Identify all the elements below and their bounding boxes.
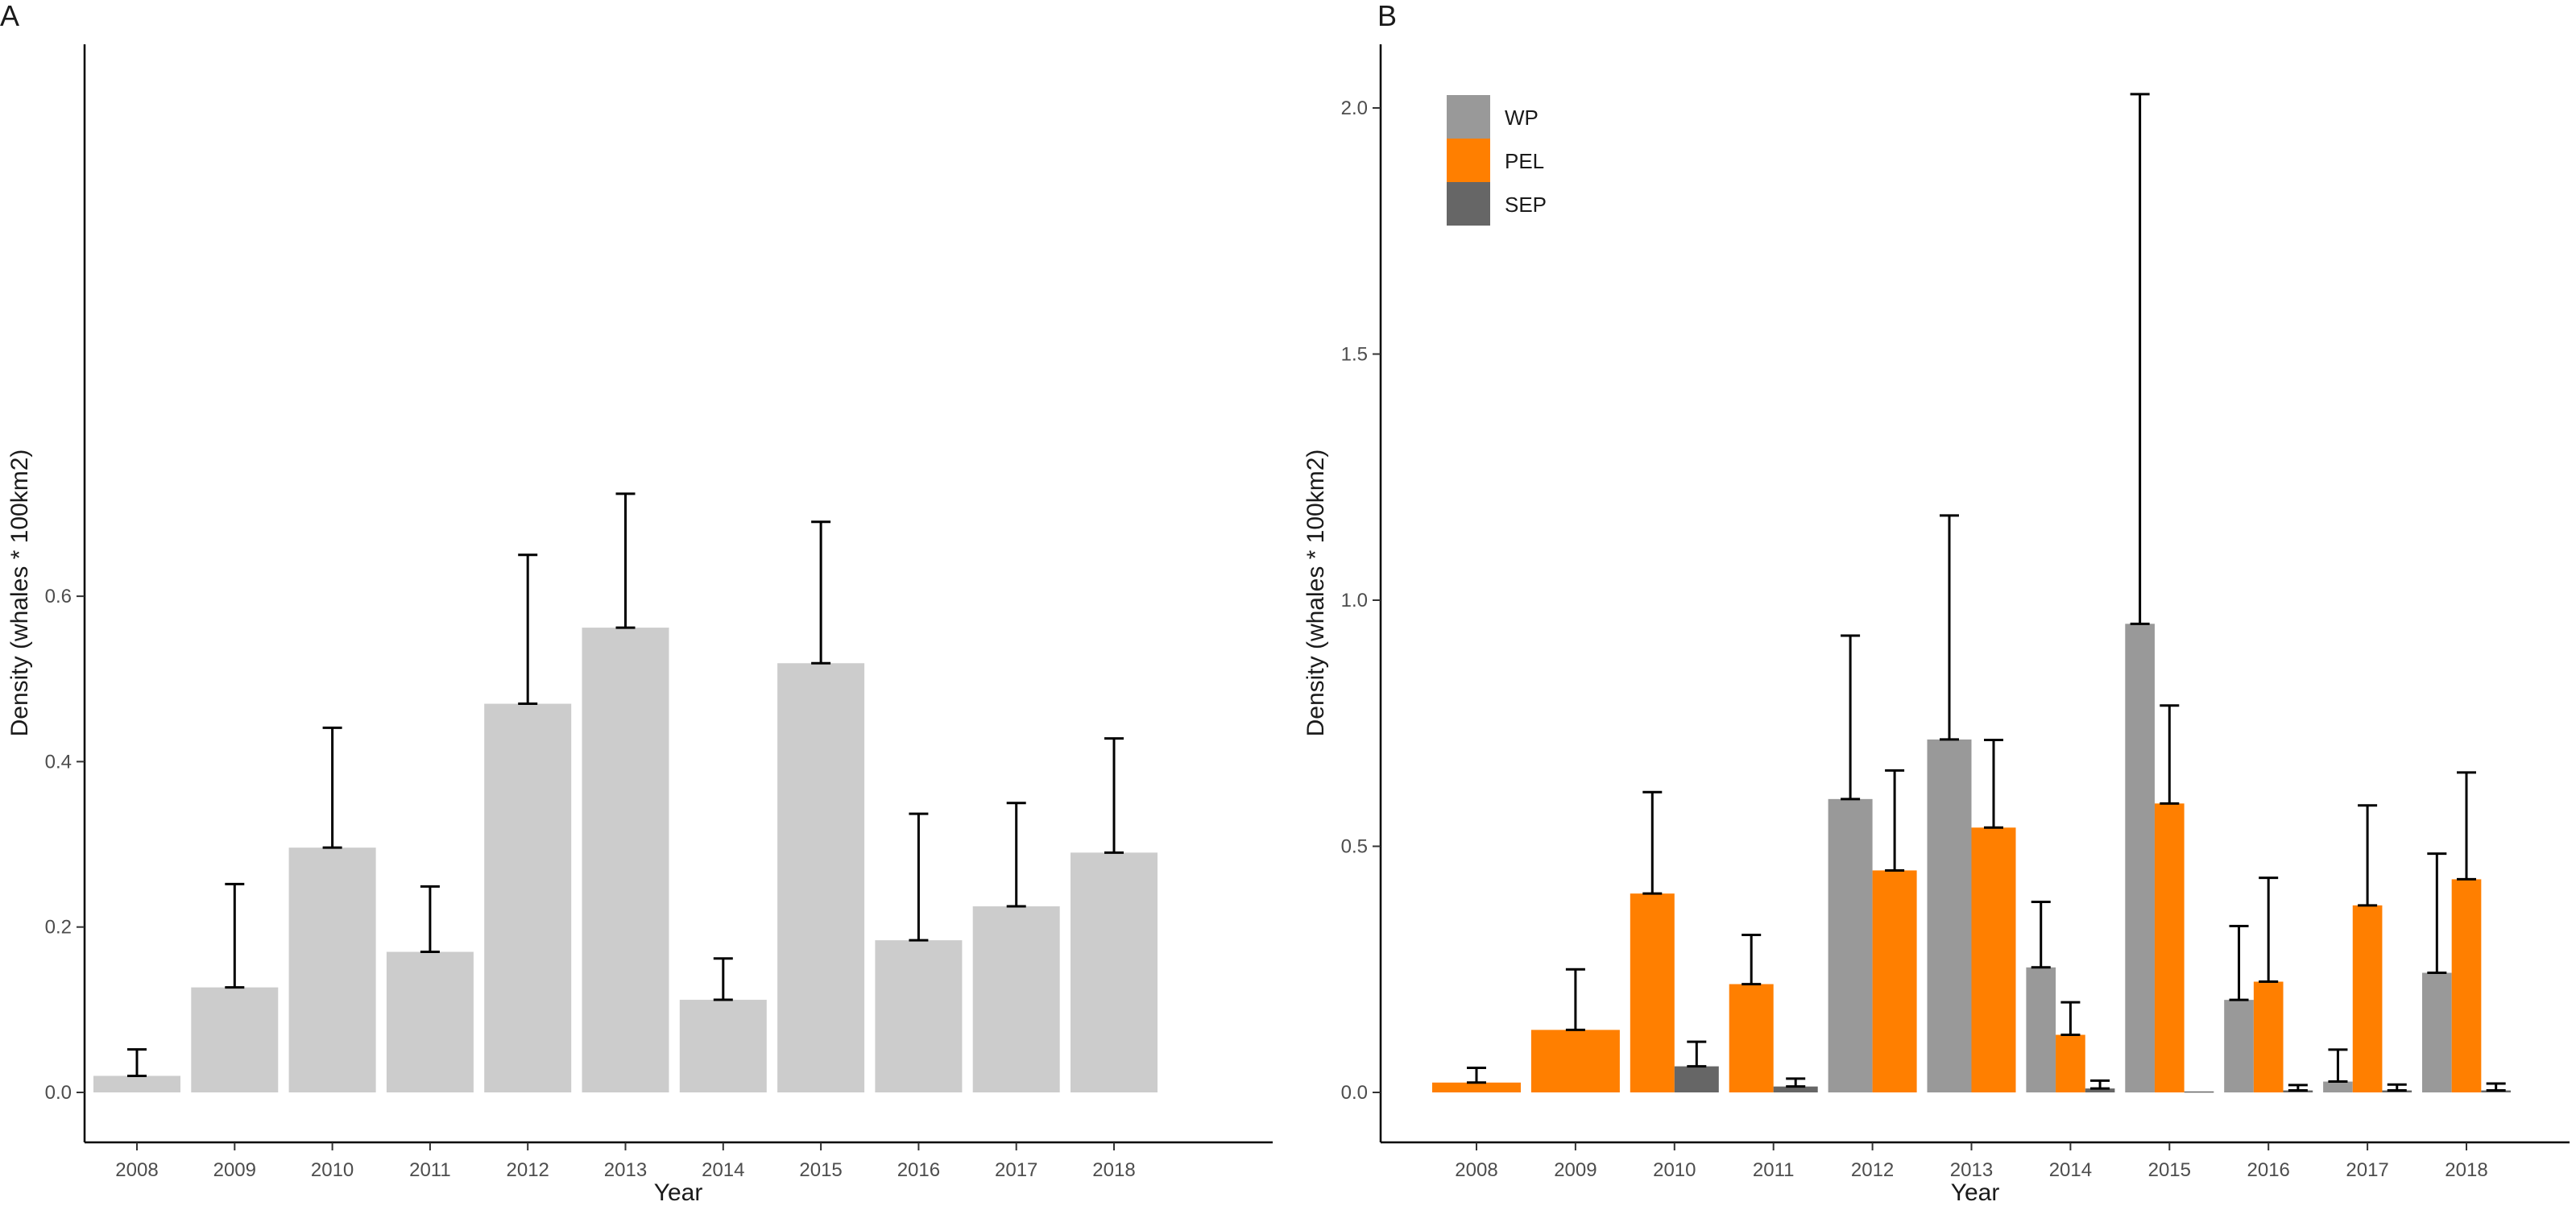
bar-2012 [484,703,572,1092]
panel-a-x-tick-label: 2015 [799,1159,842,1181]
bar-wp-2016 [2224,1000,2254,1092]
panel-a-x-tick-label: 2010 [311,1159,354,1181]
bar-pel-2013 [1971,827,2016,1092]
panel-a-bars [93,628,1158,1092]
panel-b-y-ticks: 0.0 0.5 1.0 1.5 2.0 [1341,97,1381,1104]
panel-b-x-tick-label: 2018 [2445,1159,2487,1181]
panel-a-x-tick-label: 2011 [409,1159,451,1181]
panel-b-y-title: Density (whales * 100km2) [1302,450,1329,737]
panel-a-y-tick-label: 0.2 [45,917,72,939]
bar-pel-2010 [1630,893,1675,1092]
legend-label-wp: WP [1505,106,1539,130]
panel-a-x-tick-label: 2014 [702,1159,744,1181]
bar-2008 [93,1075,180,1092]
legend-swatch-pel [1447,139,1490,182]
panel-b-x-title: Year [1951,1179,2000,1206]
bar-sep-2010 [1674,1066,1719,1092]
legend-swatch-wp [1447,95,1490,139]
bar-2010 [288,848,376,1092]
bar-sep-2014 [2085,1088,2115,1092]
panel-b-y-tick-label: 1.0 [1341,590,1368,611]
panel-a-x-tick-label: 2012 [507,1159,549,1181]
panel-a-y-tick-label: 0.4 [45,751,72,773]
panel-a-y-tick-label: 0.6 [45,586,72,607]
panel-a-x-tick-label: 2013 [604,1159,647,1181]
panel-a-x-title: Year [654,1179,703,1206]
panel-b-x-tick-label: 2015 [2148,1159,2191,1181]
panel-b-x-tick-label: 2012 [1851,1159,1894,1181]
panel-b: B 0.00.51.01.52.0 2008 2009 2010 2011 2012 20… [1302,0,2570,1206]
panel-a-x-tick-label: 2009 [213,1159,256,1181]
panel-a-errorbars [127,492,1124,1077]
panel-b-y-tick-label: 1.5 [1341,344,1368,366]
panel-b-x-tick-label: 2017 [2346,1159,2388,1181]
panel-a: A 0.00.20.40.6 2008 2009 2010 2011 2012 2013 2… [0,0,1273,1206]
panel-a-label: A [0,0,19,32]
panel-a-y-title: Density (whales * 100km2) [6,450,33,737]
bar-pel-2017 [2352,905,2383,1092]
panel-b-x-tick-label: 2009 [1554,1159,1597,1181]
panel-b-y-tick-label: 2.0 [1341,97,1368,119]
bar-2014 [679,1000,767,1092]
panel-a-x-tick-label: 2018 [1092,1159,1135,1181]
panel-a-x-tick-label: 2008 [115,1159,158,1181]
bar-pel-2018 [2451,879,2482,1092]
panel-b-x-tick-label: 2010 [1653,1159,1696,1181]
panel-a-x-tick-label: 2016 [897,1159,940,1181]
bar-pel-2008 [1432,1082,1521,1092]
bar-wp-2017 [2323,1081,2353,1092]
panel-b-y-tick-label: 0.0 [1341,1082,1368,1104]
bar-2013 [582,628,669,1092]
panel-b-x-tick-label: 2013 [1950,1159,1993,1181]
panel-a-x-tick-label: 2017 [995,1159,1037,1181]
bar-2016 [875,940,963,1092]
panel-b-bars [1432,624,2511,1093]
legend-swatch-sep [1447,182,1490,226]
bar-wp-2012 [1828,798,1873,1092]
bar-wp-2018 [2422,972,2452,1092]
panel-b-x-tick-label: 2011 [1753,1159,1795,1181]
panel-b-errorbars [1467,93,2506,1092]
bar-2011 [386,951,474,1092]
legend-label-sep: SEP [1505,193,1547,217]
bar-sep-2011 [1773,1086,1818,1092]
bar-2009 [191,987,279,1092]
panel-a-x-ticks: 2008 2009 2010 2011 2012 2013 2014 2015 2016 2017… [115,1142,1136,1181]
panel-a-y-ticks: 0.0 0.2 0.4 0.6 [45,586,85,1104]
bar-pel-2009 [1530,1030,1620,1092]
panel-b-x-tick-label: 2014 [2049,1159,2092,1181]
panel-b-y-tick-label: 0.5 [1341,836,1368,858]
panel-b-label: B [1377,0,1397,32]
bar-pel-2016 [2253,981,2284,1092]
panel-b-x-tick-label: 2008 [1455,1159,1497,1181]
bar-sep-2015 [2184,1091,2214,1093]
panel-b-x-ticks: 2008 2009 2010 2011 2012 2013 2014 2015 2016 2017… [1455,1142,2488,1181]
panel-b-x-tick-label: 2016 [2247,1159,2290,1181]
bar-pel-2011 [1729,984,1774,1092]
bar-2017 [972,906,1060,1092]
legend-label-pel: PEL [1505,149,1544,173]
bar-pel-2015 [2154,803,2185,1092]
bar-pel-2014 [2056,1034,2085,1092]
bar-2015 [777,663,865,1092]
bar-wp-2014 [2026,967,2056,1092]
bar-2018 [1071,852,1158,1092]
bar-pel-2012 [1872,870,1917,1092]
bar-wp-2013 [1927,739,1972,1092]
bar-wp-2015 [2125,624,2155,1092]
panel-b-legend: WP PEL SEP [1447,95,1547,226]
panel-a-y-tick-label: 0.0 [45,1082,72,1104]
